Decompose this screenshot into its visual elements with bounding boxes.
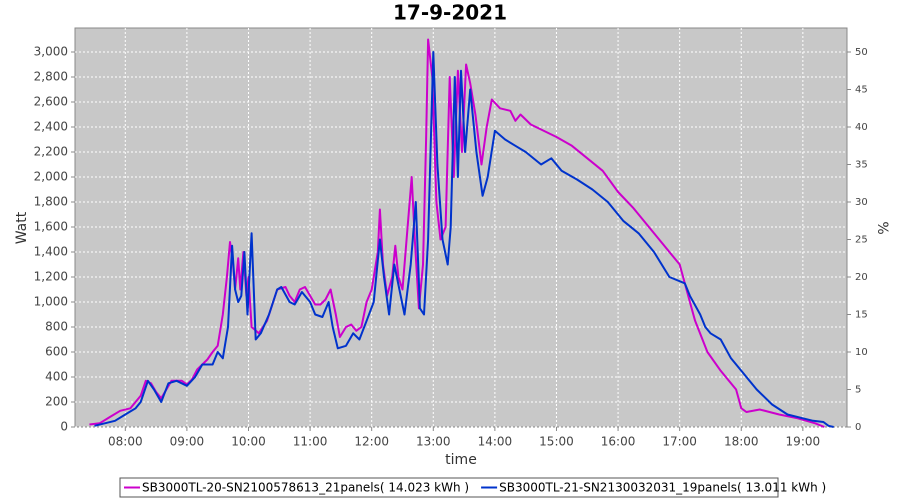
y2-tick-label: 15: [855, 310, 868, 321]
series-line: [94, 51, 834, 428]
y-tick-label: 2,800: [34, 70, 68, 84]
x-tick-label: 17:00: [662, 435, 697, 449]
y-tick-label: 1,800: [34, 195, 68, 209]
y2-axis-label: %: [874, 221, 890, 234]
y-tick-label: 2,000: [34, 170, 68, 184]
y-tick-label: 1,200: [34, 270, 68, 284]
y-tick-label: 2,600: [34, 95, 68, 109]
y-tick-label: 0: [60, 420, 68, 434]
y-tick-label: 1,000: [34, 295, 68, 309]
y-tick-label: 2,400: [34, 120, 68, 134]
x-tick-label: 16:00: [601, 435, 636, 449]
y-axis-label: Watt: [14, 211, 30, 244]
y2-tick-label: 50: [855, 47, 868, 58]
y-tick-label: 400: [45, 370, 68, 384]
x-tick-label: 12:00: [354, 435, 389, 449]
x-tick-label: 08:00: [108, 435, 143, 449]
y2-tick-label: 30: [855, 197, 868, 208]
y-tick-label: 800: [45, 320, 68, 334]
y2-tick-label: 45: [855, 85, 868, 96]
x-tick-label: 11:00: [293, 435, 328, 449]
y-tick-label: 600: [45, 345, 68, 359]
legend-box: [119, 477, 779, 498]
y2-tick-label: 5: [855, 385, 861, 396]
legend-text: SB3000TL-21-SN2130032031_19panels( 13.01…: [499, 481, 826, 495]
x-tick-label: 14:00: [478, 435, 513, 449]
x-tick-label: 15:00: [539, 435, 574, 449]
x-tick-label: 13:00: [416, 435, 451, 449]
y-tick-label: 1,400: [34, 245, 68, 259]
x-axis-label: time: [445, 452, 477, 468]
y2-tick-label: 35: [855, 160, 868, 171]
y-tick-label: 3,000: [34, 45, 68, 59]
y2-tick-label: 25: [855, 235, 868, 246]
y-tick-label: 200: [45, 395, 68, 409]
x-tick-label: 18:00: [724, 435, 759, 449]
y-tick-label: 2,200: [34, 145, 68, 159]
chart-title: 17-9-2021: [393, 1, 507, 25]
legend-text: SB3000TL-20-SN2100578613_21panels( 14.02…: [142, 481, 469, 495]
y2-tick-label: 10: [855, 347, 868, 358]
x-tick-label: 10:00: [231, 435, 266, 449]
y2-tick-label: 20: [855, 272, 868, 283]
y-tick-label: 1,600: [34, 220, 68, 234]
x-tick-label: 09:00: [170, 435, 205, 449]
y2-tick-label: 40: [855, 122, 868, 133]
x-tick-label: 19:00: [786, 435, 821, 449]
y2-tick-label: 0: [855, 422, 861, 433]
